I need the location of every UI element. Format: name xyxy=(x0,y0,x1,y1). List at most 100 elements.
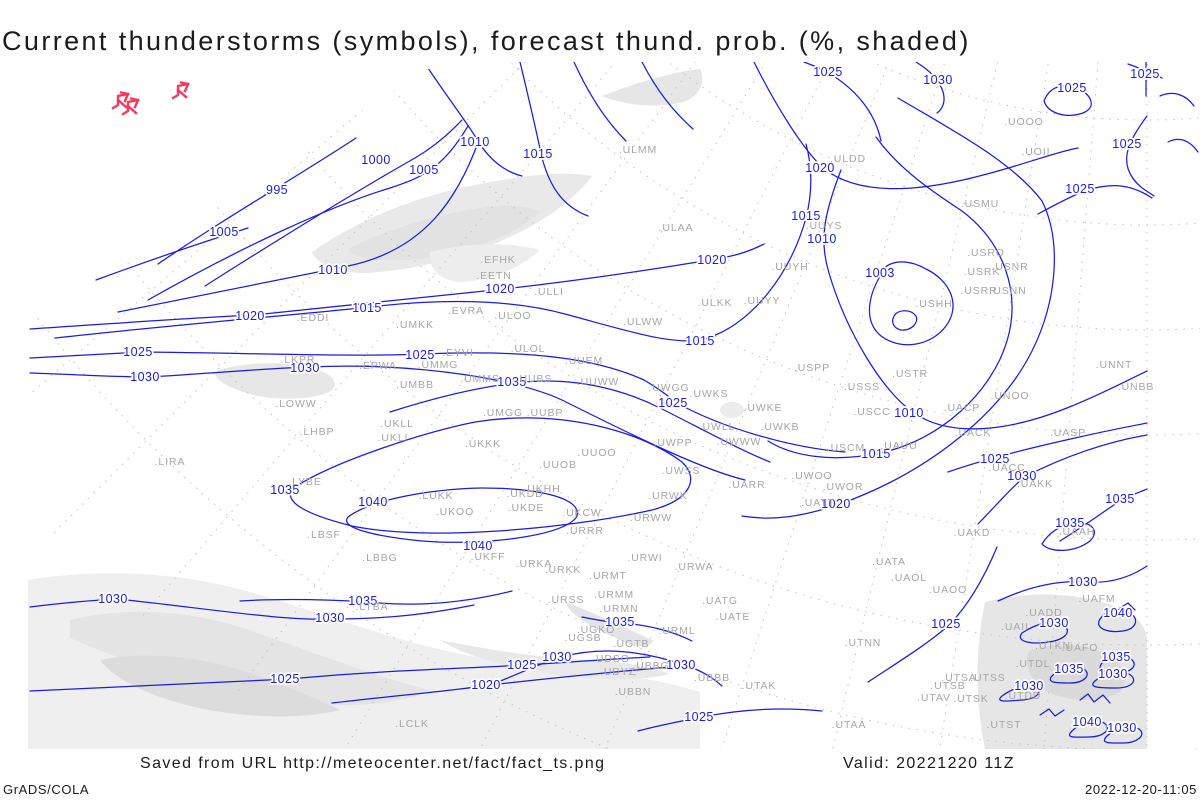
station-label: .EDDI xyxy=(297,312,330,324)
isobar-label: 1035 xyxy=(1054,662,1083,676)
station-label: .UWKE xyxy=(744,402,783,414)
isobar-label: 1020 xyxy=(821,497,850,511)
graticule-parallel xyxy=(28,62,1200,646)
station-label: .UUYS xyxy=(806,220,843,232)
isobar-line xyxy=(331,665,683,704)
thunderstorm-symbols xyxy=(111,81,190,116)
isobar-label: 1040 xyxy=(358,495,387,509)
station-label: .UWGG xyxy=(648,382,689,394)
station-label: .UKDE xyxy=(508,502,545,514)
station-label: .UWKS xyxy=(690,388,729,400)
station-label: .UMGG xyxy=(483,407,523,419)
station-label: .URWK xyxy=(648,490,687,502)
station-label: .UAFM xyxy=(1078,593,1115,605)
station-label: .URRR xyxy=(566,525,604,537)
station-label: .LTBA xyxy=(356,601,389,613)
station-label: .UUOB xyxy=(539,459,577,471)
station-label: .LBSF xyxy=(307,529,341,541)
isobar-label: 1000 xyxy=(361,153,390,167)
station-label: .USSS xyxy=(844,381,880,393)
station-label: .USCC xyxy=(853,406,890,418)
station-label: .USRK xyxy=(964,266,1001,278)
isobar-label: 1003 xyxy=(865,266,894,280)
isobar-label: 1015 xyxy=(352,301,381,315)
station-label: .LIRA xyxy=(155,456,186,468)
isobar-line xyxy=(345,487,578,543)
station-label: .LKPR xyxy=(281,354,316,366)
isobar-label: 1025 xyxy=(980,452,1009,466)
isobar-label: 1030 xyxy=(315,611,344,625)
isobar-lines xyxy=(29,62,1199,744)
station-label: .UAFO xyxy=(1062,642,1099,654)
isobar-line xyxy=(999,685,1040,702)
station-label: .ULMM xyxy=(619,144,657,156)
station-label: .UUYH xyxy=(771,261,808,273)
isobar-line xyxy=(1103,726,1143,744)
isobar-label: 1015 xyxy=(791,209,820,223)
isobar-label: 1020 xyxy=(805,161,834,175)
station-label: .UATT xyxy=(801,497,835,509)
isobar-label: 1005 xyxy=(209,225,238,239)
station-label: .UBBN xyxy=(615,686,652,698)
station-label: .UTSB xyxy=(930,680,965,692)
isobar-label: 1025 xyxy=(813,65,842,79)
isobar-line xyxy=(1092,671,1135,689)
isobar-line xyxy=(1037,185,1153,215)
station-label: .UKDD xyxy=(506,488,543,500)
isobar-line xyxy=(947,422,1148,473)
isobar-label: 1030 xyxy=(666,658,695,672)
isobar-label: 1025 xyxy=(931,617,960,631)
station-label: .USTR xyxy=(892,368,928,380)
station-label: .USRO xyxy=(967,247,1005,259)
isobar-line xyxy=(95,227,249,281)
isobar-line xyxy=(29,351,846,453)
isobar-line xyxy=(117,139,480,313)
station-label: .USNN xyxy=(989,285,1026,297)
station-label: .UACP xyxy=(944,402,981,414)
footer-generated-time: 2022-12-20-11:05 xyxy=(1085,782,1197,797)
isobar-line xyxy=(823,169,1148,430)
isobar-label: 1010 xyxy=(894,406,923,420)
station-label: .UUEM xyxy=(565,355,603,367)
station-label: .UACK xyxy=(955,427,992,439)
isobar-line xyxy=(1049,666,1088,684)
isobar-line xyxy=(867,546,998,683)
station-label: .UUBP xyxy=(527,407,564,419)
station-label: .URWA xyxy=(675,561,714,573)
isobar-line xyxy=(1039,708,1065,717)
isobar-label: 1025 xyxy=(270,672,299,686)
isobar-label: 995 xyxy=(266,183,288,197)
isobar-line xyxy=(741,97,1055,519)
station-label: .UTST xyxy=(987,719,1022,731)
station-label: .URMN xyxy=(600,603,639,615)
station-label: .UTAA xyxy=(832,719,867,731)
isobar-line xyxy=(157,137,357,265)
isobar-label: 1025 xyxy=(684,710,713,724)
isobar-label: 1025 xyxy=(405,348,434,362)
station-label: .UTSS xyxy=(970,672,1005,684)
footer-brand: GrADS/COLA xyxy=(3,782,89,797)
station-label: .URKA xyxy=(516,558,553,570)
isobar-label: 1030 xyxy=(542,650,571,664)
station-label: .UWKB xyxy=(761,421,800,433)
isobar-label: 1030 xyxy=(1107,721,1136,735)
station-label: .UKHH xyxy=(523,483,560,495)
isobar-line xyxy=(147,125,469,301)
isobar-label: 1015 xyxy=(685,334,714,348)
station-label: .UGKO xyxy=(577,624,615,636)
graticule-parallel xyxy=(466,62,1200,121)
station-label: .EYVI xyxy=(442,347,473,359)
station-label: .UKCW xyxy=(562,507,602,519)
station-label: .URMM xyxy=(594,589,634,601)
station-label: .UATA xyxy=(872,556,906,568)
isobar-line xyxy=(497,650,723,687)
station-label: .UWWW xyxy=(717,436,762,448)
isobar-label: 1005 xyxy=(409,163,438,177)
station-label: .UNBB xyxy=(1118,381,1155,393)
isobar-label: 1030 xyxy=(130,370,159,384)
station-label: .UUOO xyxy=(578,447,617,459)
station-label: .EETN xyxy=(476,270,511,282)
graticule-parallel xyxy=(361,62,1200,226)
